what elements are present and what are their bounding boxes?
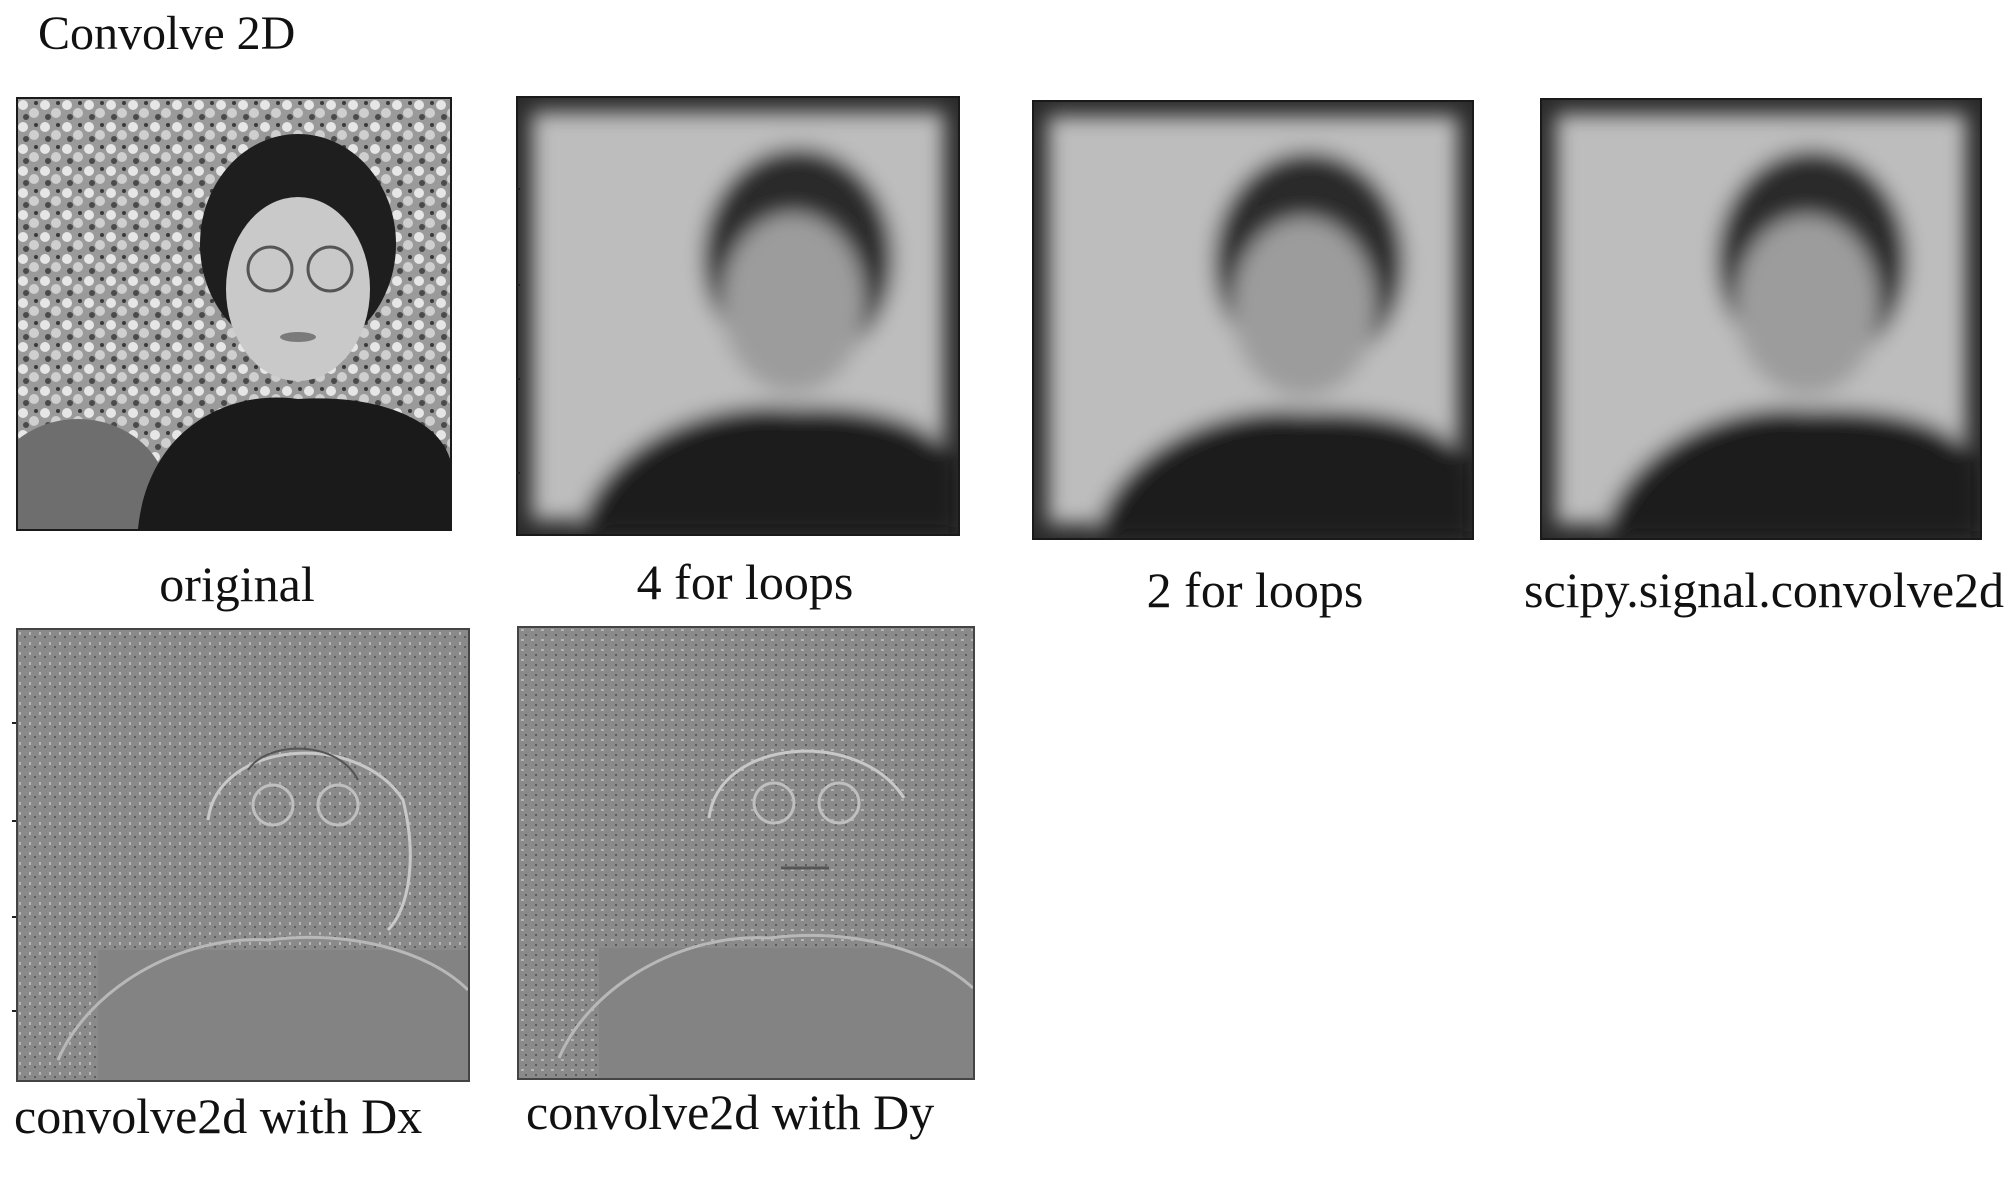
axis-tick <box>12 1010 16 1012</box>
convolve2d-dy-image <box>517 626 975 1080</box>
caption-two-for-loops: 2 for loops <box>1146 562 1364 618</box>
axis-tick <box>516 472 520 474</box>
caption-scipy-convolve2d: scipy.signal.convolve2d <box>1524 562 2005 618</box>
scipy-convolve2d-image <box>1540 98 1982 540</box>
four-for-loops-image <box>516 96 960 536</box>
axis-tick <box>12 820 16 822</box>
figure-title: Convolve 2D <box>38 7 296 60</box>
convolve2d-dx-image <box>16 628 470 1082</box>
axis-tick <box>516 378 520 380</box>
axis-tick <box>12 722 16 724</box>
axis-tick <box>12 916 16 918</box>
axis-tick <box>516 284 520 286</box>
axis-tick <box>516 188 520 190</box>
caption-convolve2d-dx: convolve2d with Dx <box>14 1088 423 1144</box>
caption-convolve2d-dy: convolve2d with Dy <box>526 1084 935 1140</box>
two-for-loops-image <box>1032 100 1474 540</box>
original-image <box>16 97 452 531</box>
caption-four-for-loops: 4 for loops <box>636 554 854 610</box>
caption-original: original <box>159 556 315 612</box>
